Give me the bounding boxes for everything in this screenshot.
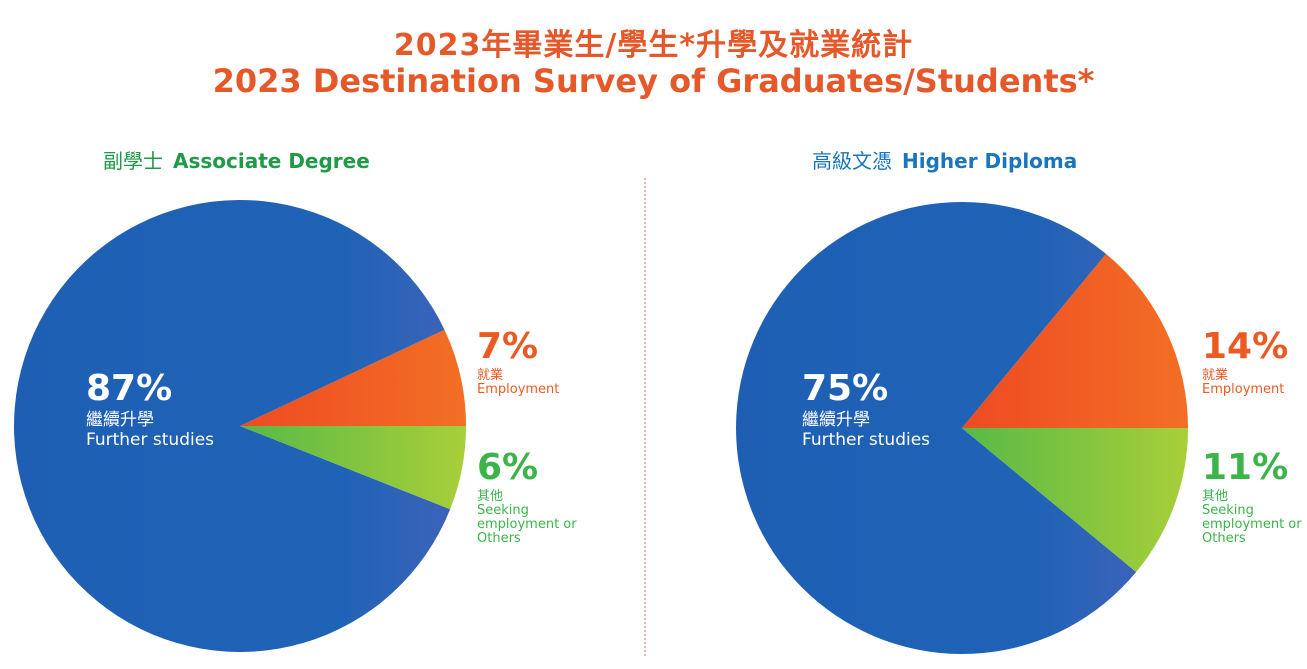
hd-others-label-en: Seeking employment or Others [1202,502,1302,547]
ad-employment-label-en: Employment [477,381,560,397]
ad-slice-further [13,200,451,653]
chart-divider [644,178,646,656]
ad-further-label-en: Further studies [86,429,215,450]
ad-employment-pct: 7% [477,326,539,367]
hd-employment-label: 14% 就業 Employment [1202,327,1288,397]
hd-employment-label-en: Employment [1202,381,1285,397]
hd-further-label-zh: 繼續升學 [802,410,870,431]
ad-others-label: 6% 其他 Seeking employment or Others [477,448,587,547]
ad-further-pct: 87% [86,368,173,409]
page-title-en: 2023 Destination Survey of Graduates/Stu… [212,62,1095,100]
higher-diploma-heading-zh: 高級文憑 [812,149,892,173]
ad-others-pct: 6% [477,447,539,488]
associate-degree-heading-zh: 副學士 [103,149,163,173]
ad-others-label-zh: 其他 [477,488,504,504]
hd-further-label: 75% 繼續升學 Further studies [802,368,930,450]
associate-degree-pie [13,200,466,653]
hd-employment-label-zh: 就業 [1202,367,1229,383]
hd-slice-employment [962,253,1188,428]
ad-employment-label: 7% 就業 Employment [477,327,559,397]
hd-slice-further [736,202,1137,655]
associate-degree-heading: 副學士 Associate Degree [103,145,370,174]
ad-slice-employment [240,329,466,426]
hd-further-label-en: Further studies [802,429,931,450]
hd-others-label-zh: 其他 [1202,488,1229,504]
hd-employment-pct: 14% [1202,326,1289,367]
higher-diploma-heading: 高級文憑 Higher Diploma [812,145,1077,174]
hd-further-pct: 75% [802,368,889,409]
higher-diploma-heading-en: Higher Diploma [902,149,1078,173]
hd-others-pct: 11% [1202,447,1289,488]
associate-degree-heading-en: Associate Degree [173,149,370,173]
hd-slice-others [962,428,1188,573]
ad-further-label: 87% 繼續升學 Further studies [86,368,214,450]
hd-others-label: 11% 其他 Seeking employment or Others [1202,448,1302,547]
ad-slice-others [240,426,466,510]
page-title-zh: 2023年畢業生/學生*升學及就業統計 [393,28,914,63]
ad-others-label-en: Seeking employment or Others [477,502,577,547]
ad-employment-label-zh: 就業 [477,367,504,383]
higher-diploma-pie [736,202,1188,655]
ad-further-label-zh: 繼續升學 [86,410,154,431]
